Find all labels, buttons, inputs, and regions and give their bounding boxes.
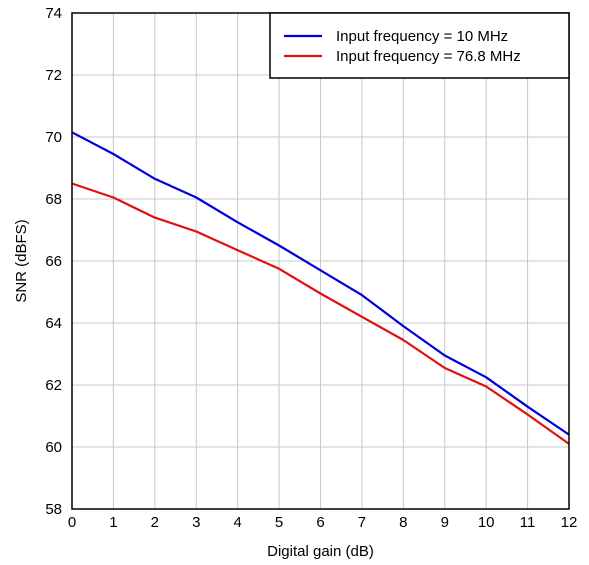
series-line-0 <box>71 131 570 436</box>
series-layer <box>71 131 570 445</box>
legend: Input frequency = 10 MHz Input frequency … <box>269 12 570 79</box>
x-tick-label: 12 <box>561 514 578 531</box>
y-tick-label: 66 <box>45 253 62 270</box>
x-axis-label: Digital gain (dB) <box>267 543 374 560</box>
x-tick-label: 3 <box>192 514 200 531</box>
grid <box>72 13 569 509</box>
x-tick-label: 2 <box>151 514 159 531</box>
x-tick-label: 10 <box>478 514 495 531</box>
legend-label: Input frequency = 10 MHz <box>336 28 508 45</box>
x-tick-label: 7 <box>358 514 366 531</box>
y-axis-label: SNR (dBFS) <box>13 219 30 302</box>
y-tick-label: 62 <box>45 377 62 394</box>
x-tick-label: 5 <box>275 514 283 531</box>
y-tick-label: 64 <box>45 315 62 332</box>
y-tick-label: 60 <box>45 439 62 456</box>
y-tick-label: 72 <box>45 67 62 84</box>
legend-box <box>269 12 570 79</box>
legend-label: Input frequency = 76.8 MHz <box>336 48 521 65</box>
x-tick-label: 8 <box>399 514 407 531</box>
x-tick-label: 9 <box>441 514 449 531</box>
x-tick-label: 4 <box>233 514 241 531</box>
y-tick-label: 58 <box>45 501 62 518</box>
y-tick-label: 74 <box>45 5 62 22</box>
x-tick-label: 11 <box>520 514 536 531</box>
y-tick-label: 70 <box>45 129 62 146</box>
x-tick-label: 6 <box>316 514 324 531</box>
y-tick-label: 68 <box>45 191 62 208</box>
x-tick-label: 1 <box>109 514 117 531</box>
x-tick-label: 0 <box>68 514 76 531</box>
series-line-1 <box>71 182 570 445</box>
